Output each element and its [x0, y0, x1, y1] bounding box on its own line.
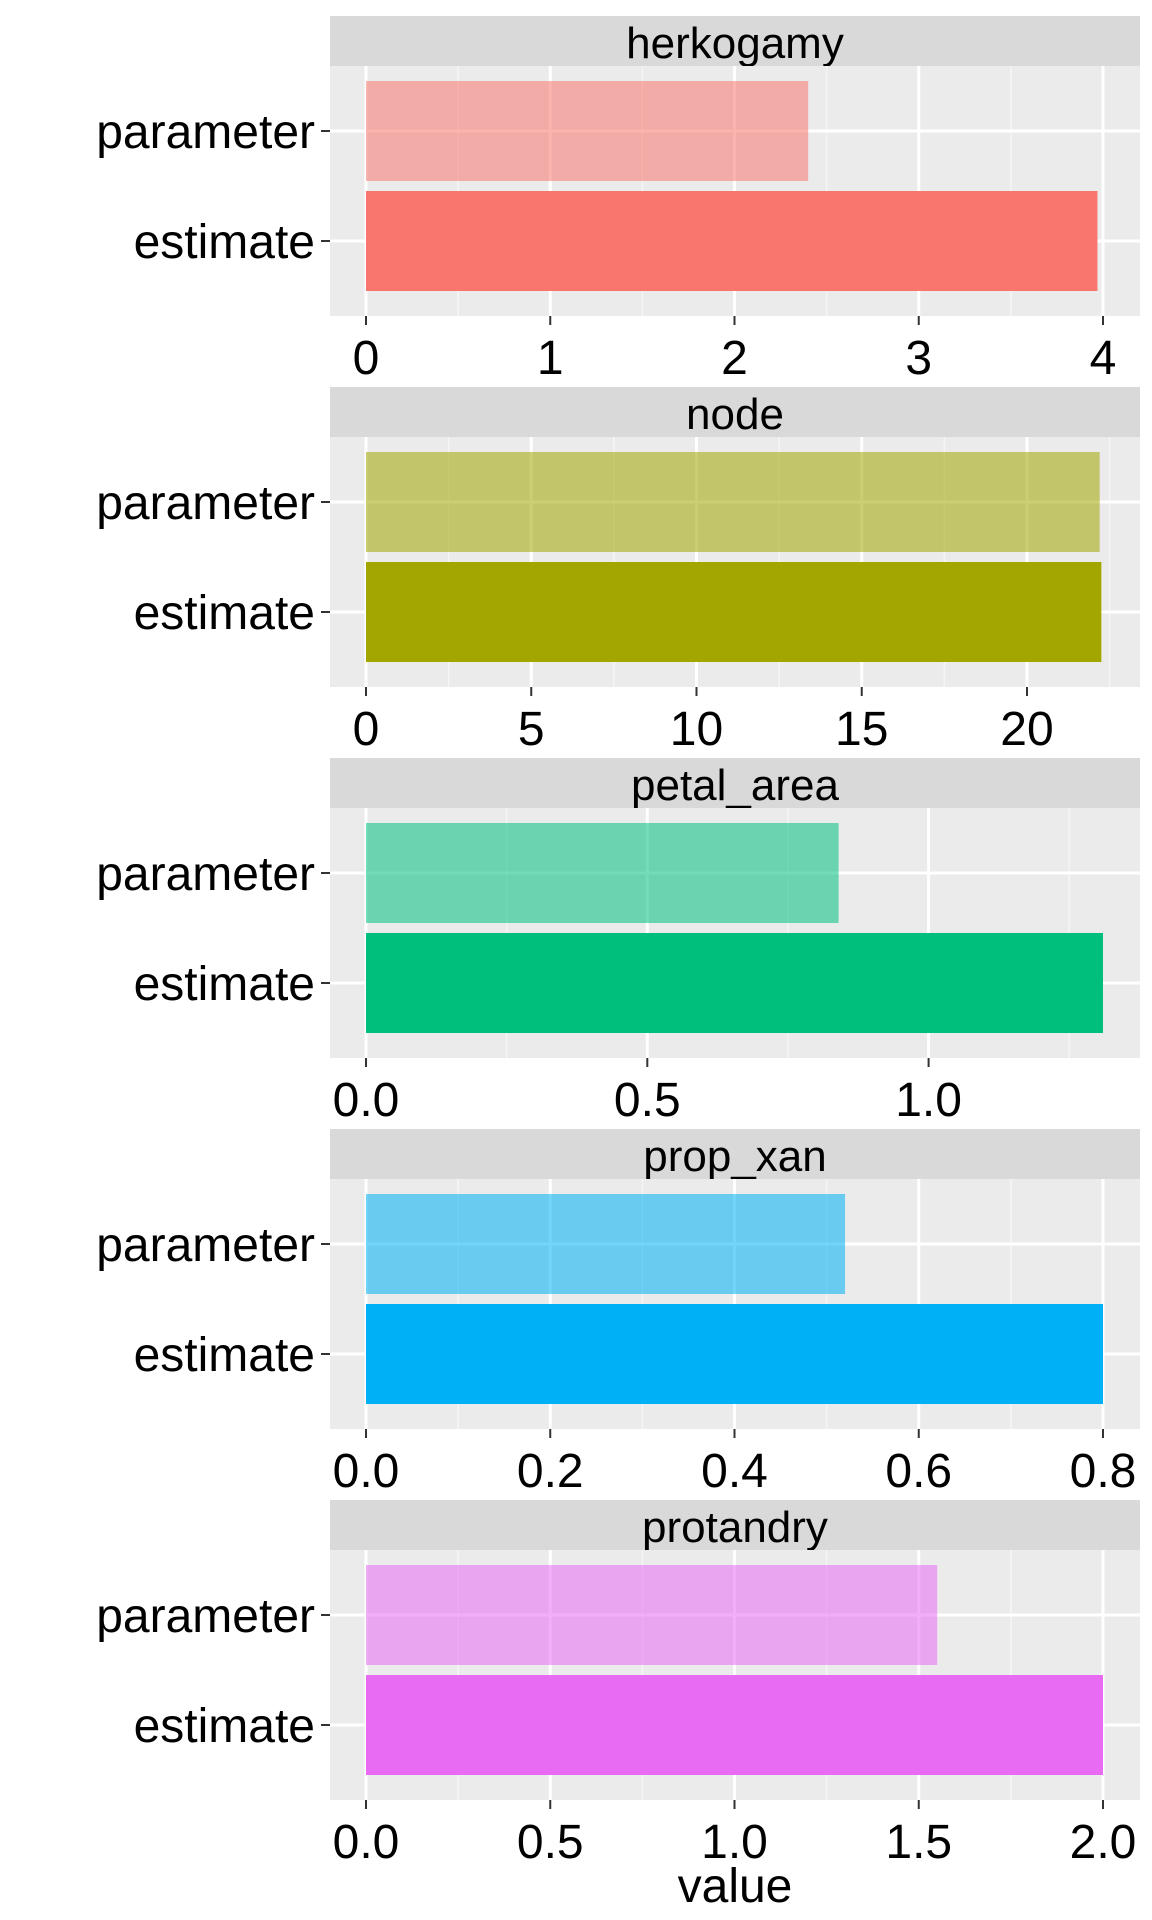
x-tick-label: 1.0 — [701, 1816, 768, 1869]
bar-parameter — [366, 452, 1100, 552]
bar-estimate — [366, 933, 1103, 1033]
strip-label: node — [686, 390, 784, 439]
bar-estimate — [366, 1675, 1103, 1775]
x-tick-label: 2.0 — [1070, 1816, 1137, 1869]
strip-background — [330, 387, 1140, 437]
x-axis-title: value — [678, 1860, 793, 1913]
x-tick-label: 3 — [905, 332, 932, 385]
strip-background — [330, 16, 1140, 66]
strip-background — [330, 758, 1140, 808]
category-label: parameter — [96, 1590, 315, 1643]
category-label: estimate — [134, 1700, 315, 1753]
x-tick-label: 0.5 — [614, 1074, 681, 1127]
x-tick-label: 0 — [353, 703, 380, 756]
category-label: estimate — [134, 1329, 315, 1382]
category-label: estimate — [134, 958, 315, 1011]
x-tick-label: 0.0 — [333, 1816, 400, 1869]
bar-parameter — [366, 81, 809, 181]
x-tick-label: 0.0 — [333, 1445, 400, 1498]
category-label: parameter — [96, 848, 315, 901]
panel-node: node parameter estimate 0 5 10 15 20 — [96, 387, 1140, 756]
bar-parameter — [366, 1565, 938, 1665]
panel-prop_xan: prop_xan parameter estimate 0.0 0.2 0.4 0.6 0.8 — [96, 1129, 1140, 1498]
strip-background — [330, 1129, 1140, 1179]
strip-label: herkogamy — [626, 19, 844, 68]
strip-background — [330, 1500, 1140, 1550]
x-tick-label: 2 — [721, 332, 748, 385]
bar-parameter — [366, 1194, 846, 1294]
x-tick-label: 1.0 — [895, 1074, 962, 1127]
strip-label: petal_area — [631, 761, 839, 810]
bar-estimate — [366, 1304, 1103, 1404]
x-tick-label: 0.2 — [517, 1445, 584, 1498]
panel-herkogamy: herkogamy parameter estimate 0 1 2 3 4 — [96, 16, 1140, 385]
x-tick-label: 0.4 — [701, 1445, 768, 1498]
x-tick-label: 0.6 — [885, 1445, 952, 1498]
x-tick-label: 10 — [670, 703, 723, 756]
bar-parameter — [366, 823, 839, 923]
category-label: estimate — [134, 216, 315, 269]
bar-estimate — [366, 562, 1102, 662]
bar-estimate — [366, 191, 1098, 291]
panels-group: herkogamy parameter estimate 0 1 2 3 4 node param… — [96, 16, 1140, 1869]
panel-protandry: protandry parameter estimate 0.0 0.5 1.0 1.5 2.… — [96, 1500, 1140, 1869]
x-tick-label: 0.5 — [517, 1816, 584, 1869]
x-tick-label: 1 — [537, 332, 564, 385]
x-tick-label: 0.8 — [1070, 1445, 1137, 1498]
strip-label: protandry — [642, 1503, 828, 1552]
x-tick-label: 20 — [1000, 703, 1053, 756]
category-label: parameter — [96, 1219, 315, 1272]
x-tick-label: 0.0 — [333, 1074, 400, 1127]
category-label: parameter — [96, 106, 315, 159]
x-tick-label: 1.5 — [885, 1816, 952, 1869]
x-tick-label: 5 — [518, 703, 545, 756]
x-tick-label: 0 — [353, 332, 380, 385]
x-tick-label: 4 — [1090, 332, 1117, 385]
panel-petal_area: petal_area parameter estimate 0.0 0.5 1.0 — [96, 758, 1140, 1127]
category-label: parameter — [96, 477, 315, 530]
strip-label: prop_xan — [643, 1132, 826, 1181]
category-label: estimate — [134, 587, 315, 640]
x-tick-label: 15 — [835, 703, 888, 756]
